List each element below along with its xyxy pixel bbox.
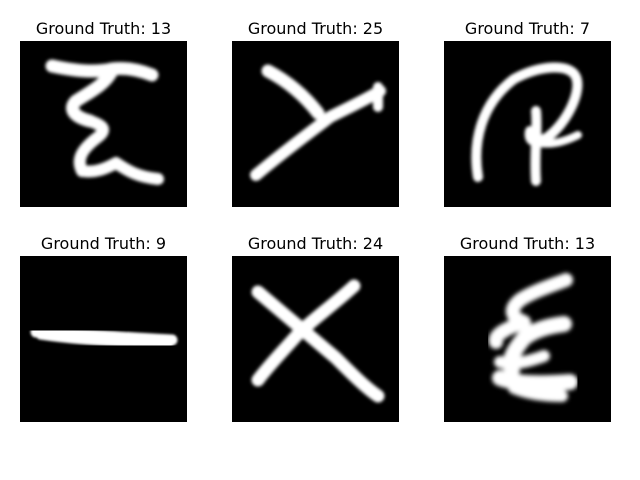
zigzag-letter-icon [45,59,164,185]
y-letter-icon [250,64,386,181]
x-letter-icon [251,279,385,403]
subplot-title: Ground Truth: 7 [464,19,591,38]
image-panel [20,41,187,207]
subplot-4: Ground Truth: 9 [20,232,187,422]
subplot-2: Ground Truth: 25 [232,17,399,207]
image-panel [232,41,399,207]
subplot-title: Ground Truth: 24 [247,234,384,253]
subplot-title: Ground Truth: 25 [247,19,384,38]
image-panel [20,256,187,422]
subplot-title: Ground Truth: 9 [40,234,167,253]
loop-letter-icon [471,62,583,186]
blob-letter-icon [488,273,578,402]
image-panel [444,256,611,422]
subplot-5: Ground Truth: 24 [232,232,399,422]
subplot-1: Ground Truth: 13 [20,17,187,207]
subplot-6: Ground Truth: 13 [444,232,611,422]
subplot-title: Ground Truth: 13 [459,234,596,253]
horizontal-stroke-icon [30,326,178,348]
subplot-title: Ground Truth: 13 [35,19,172,38]
subplot-3: Ground Truth: 7 [444,17,611,207]
image-panel [444,41,611,207]
image-panel [232,256,399,422]
